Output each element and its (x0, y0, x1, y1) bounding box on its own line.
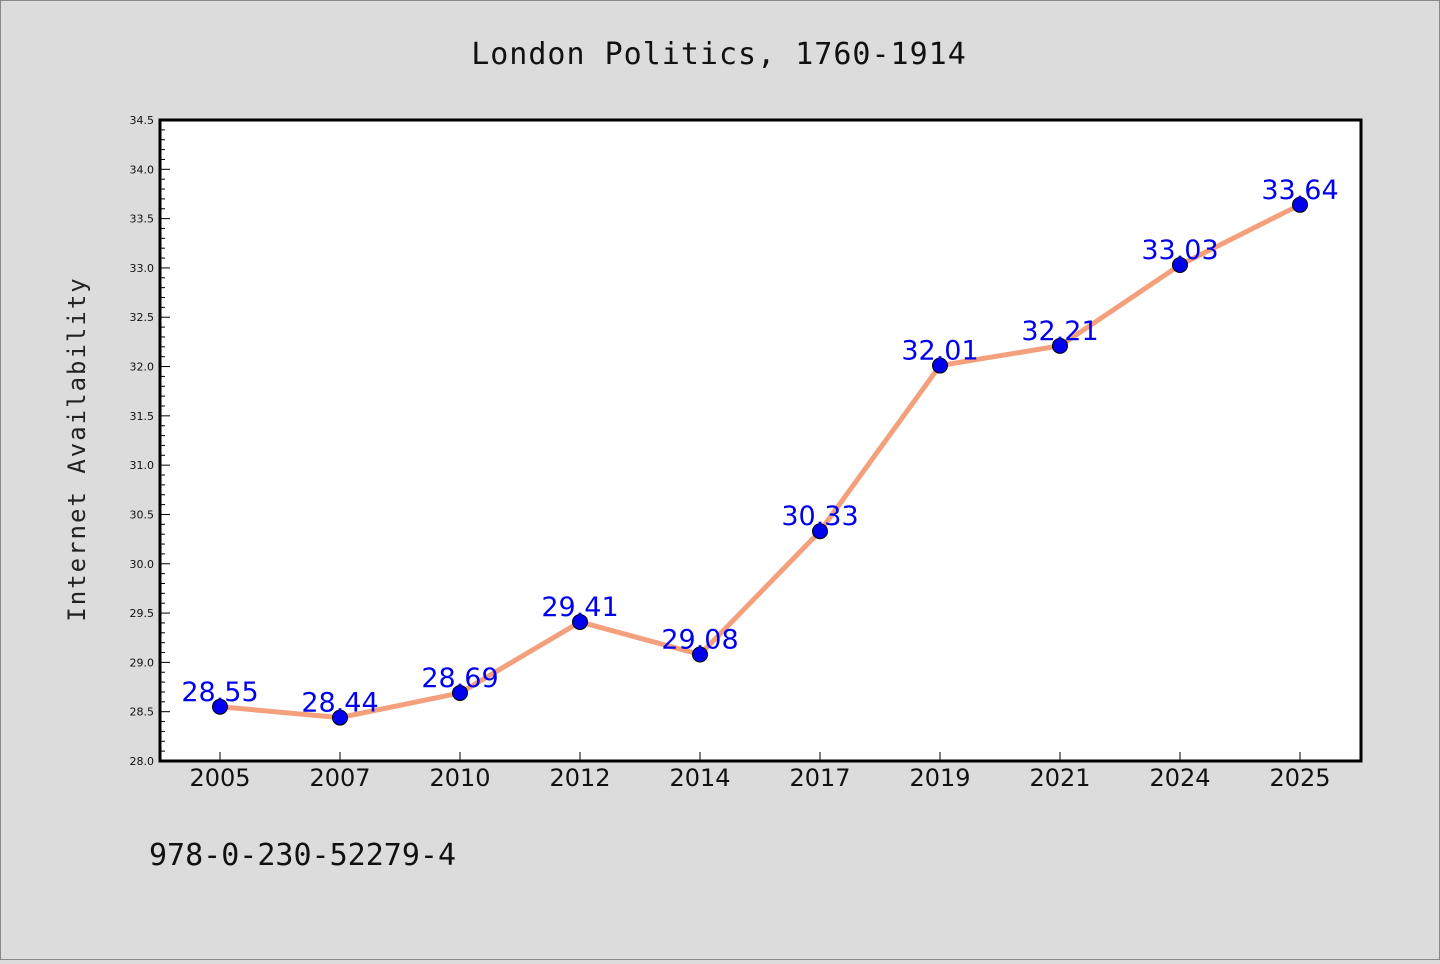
data-point (452, 684, 468, 701)
y-tick-label: 33.5 (130, 213, 155, 226)
x-tick-label: 2024 (1149, 764, 1210, 792)
y-axis-ticks: 28.0 28.5 29.0 29.5 30.0 30.5 31.0 31.5 32.0 32.5… (130, 114, 170, 768)
x-tick-label: 2021 (1029, 764, 1090, 792)
data-point (212, 698, 228, 715)
isbn-footer: 978-0-230-52279-4 (149, 838, 456, 873)
series-line (217, 202, 1303, 721)
y-tick-label: 28.5 (130, 706, 155, 719)
y-tick-label: 32.0 (130, 361, 155, 374)
data-label: 33.64 (1261, 175, 1338, 206)
x-tick-label: 2012 (549, 764, 610, 792)
data-point (572, 613, 588, 630)
y-tick-label: 29.0 (130, 656, 155, 669)
data-point (1172, 256, 1188, 273)
y-tick-label: 30.0 (130, 558, 155, 571)
x-tick-label: 2010 (429, 764, 490, 792)
data-label: 28.69 (421, 663, 498, 694)
data-label: 28.44 (301, 688, 378, 719)
x-tick-label: 2007 (309, 764, 370, 792)
y-tick-label: 33.0 (130, 262, 155, 275)
chart-title: London Politics, 1760-1914 (471, 37, 967, 72)
data-point (1292, 196, 1308, 213)
y-tick-label: 29.5 (130, 607, 155, 620)
x-axis-ticks: 2005 2007 2010 2012 2014 2017 2019 2021 2024 2025 (189, 752, 1331, 792)
y-tick-label: 32.5 (130, 311, 155, 324)
data-label: 29.08 (661, 624, 738, 655)
y-tick-label: 31.5 (130, 410, 155, 423)
data-label: 28.55 (181, 677, 258, 708)
y-tick-label: 34.5 (130, 114, 155, 127)
y-axis-label: Internet Availability (63, 276, 91, 621)
y-tick-label: 30.5 (130, 508, 155, 521)
y-tick-label: 31.0 (130, 459, 155, 472)
y-tick-label: 28.0 (130, 755, 155, 768)
data-label: 33.03 (1141, 235, 1218, 266)
data-label: 32.21 (1021, 316, 1098, 347)
data-point (692, 646, 708, 663)
data-labels: 28.55 28.44 28.69 29.41 29.08 30.33 32.01 32.21… (181, 175, 1338, 719)
x-tick-label: 2005 (189, 764, 250, 792)
data-label: 30.33 (781, 501, 858, 532)
data-point (1052, 337, 1068, 354)
plot-area (158, 118, 1363, 763)
data-point (332, 709, 348, 726)
series-line-group (217, 202, 1303, 721)
data-label: 29.41 (541, 592, 618, 623)
x-tick-label: 2019 (909, 764, 970, 792)
data-label: 32.01 (901, 336, 978, 367)
x-tick-label: 2017 (789, 764, 850, 792)
y-tick-label: 34.0 (130, 163, 155, 176)
x-tick-label: 2014 (669, 764, 730, 792)
x-tick-label: 2025 (1269, 764, 1330, 792)
data-points (212, 196, 1308, 726)
data-point (812, 523, 828, 540)
data-point (932, 357, 948, 374)
